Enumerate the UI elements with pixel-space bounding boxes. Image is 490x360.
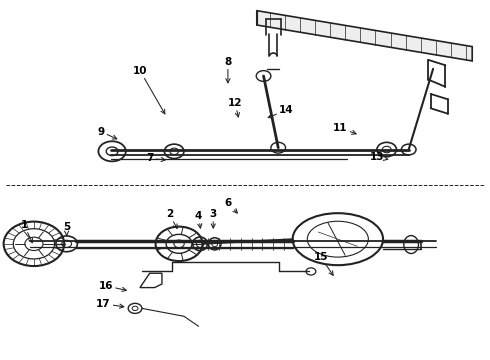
Text: 9: 9: [98, 127, 117, 139]
Text: 4: 4: [195, 211, 202, 228]
Text: 2: 2: [166, 209, 177, 229]
Text: 5: 5: [63, 222, 70, 235]
Text: 16: 16: [98, 281, 126, 292]
Text: 1: 1: [21, 220, 32, 243]
Text: 11: 11: [333, 123, 356, 134]
Text: 17: 17: [96, 299, 124, 309]
Text: 10: 10: [133, 66, 165, 114]
Text: 8: 8: [224, 57, 231, 83]
Text: 3: 3: [210, 209, 217, 228]
Polygon shape: [257, 11, 472, 61]
Text: 7: 7: [146, 153, 165, 163]
Text: 15: 15: [314, 252, 333, 275]
Text: 13: 13: [369, 152, 388, 162]
Text: 12: 12: [228, 98, 243, 117]
Text: 6: 6: [224, 198, 237, 213]
Text: 14: 14: [268, 105, 294, 118]
